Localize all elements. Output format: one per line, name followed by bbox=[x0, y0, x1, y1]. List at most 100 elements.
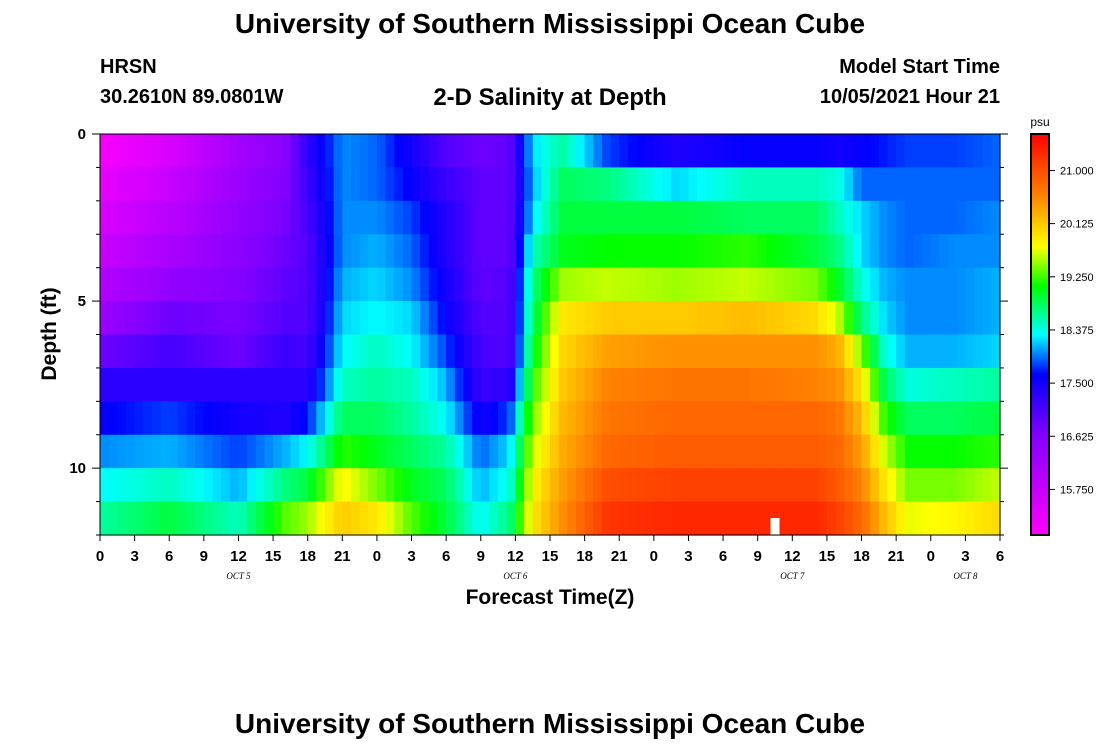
heatmap-cell bbox=[870, 234, 880, 269]
heatmap-cell bbox=[723, 401, 733, 436]
heatmap-cell bbox=[290, 334, 300, 369]
day-label: OCT 5 bbox=[226, 571, 251, 581]
x-tick-label: 3 bbox=[961, 548, 969, 565]
heatmap-cell bbox=[792, 234, 802, 269]
heatmap-cell bbox=[636, 401, 646, 436]
heatmap-cell bbox=[852, 301, 863, 336]
heatmap-cell bbox=[757, 468, 767, 503]
heatmap-cell bbox=[506, 200, 516, 235]
heatmap-cell bbox=[117, 234, 127, 269]
heatmap-cell bbox=[212, 301, 222, 336]
heatmap-cell bbox=[247, 334, 257, 369]
heatmap-cell bbox=[662, 468, 672, 503]
heatmap-cell bbox=[939, 134, 949, 169]
heatmap-cell bbox=[428, 334, 439, 369]
heatmap-cell bbox=[567, 401, 577, 436]
colorbar-gradient bbox=[1030, 133, 1050, 536]
heatmap-cell bbox=[800, 367, 811, 402]
heatmap-cell bbox=[281, 234, 291, 269]
colorbar-unit: psu bbox=[1030, 115, 1049, 129]
heatmap-cell bbox=[281, 501, 291, 536]
heatmap-cell bbox=[697, 167, 707, 202]
heatmap-cell bbox=[151, 267, 162, 302]
heatmap-cell bbox=[688, 134, 698, 169]
heatmap-cell bbox=[463, 401, 473, 436]
heatmap-cell bbox=[368, 468, 378, 503]
heatmap-cell bbox=[601, 334, 612, 369]
heatmap-cell bbox=[117, 134, 127, 169]
heatmap-cell bbox=[584, 334, 594, 369]
heatmap-cell bbox=[117, 434, 127, 469]
heatmap-cell bbox=[281, 401, 291, 436]
heatmap-cell bbox=[446, 401, 456, 436]
heatmap-cell bbox=[342, 468, 352, 503]
heatmap-cell bbox=[627, 401, 638, 436]
heatmap-cell bbox=[290, 434, 300, 469]
heatmap-cell bbox=[342, 134, 352, 169]
heatmap-cell bbox=[489, 267, 499, 302]
heatmap-cell bbox=[376, 401, 387, 436]
heatmap-cell bbox=[852, 334, 863, 369]
heatmap-cell bbox=[160, 501, 170, 536]
heatmap-cell bbox=[480, 167, 491, 202]
heatmap-cell bbox=[852, 200, 863, 235]
heatmap-cell bbox=[835, 468, 845, 503]
heatmap-cell bbox=[463, 367, 473, 402]
heatmap-cell bbox=[974, 200, 984, 235]
heatmap-cell bbox=[376, 134, 387, 169]
heatmap-cell bbox=[134, 334, 144, 369]
heatmap-cell bbox=[203, 200, 214, 235]
heatmap-cell bbox=[948, 367, 958, 402]
heatmap-cell bbox=[714, 200, 724, 235]
heatmap-cell bbox=[636, 334, 646, 369]
heatmap-cell bbox=[281, 468, 291, 503]
heatmap-cell bbox=[151, 434, 162, 469]
heatmap-cell bbox=[108, 434, 118, 469]
heatmap-cell bbox=[714, 301, 724, 336]
heatmap-cell bbox=[186, 234, 196, 269]
heatmap-cell bbox=[939, 167, 949, 202]
heatmap-cell bbox=[506, 167, 516, 202]
heatmap-cell bbox=[861, 468, 871, 503]
heatmap-cell bbox=[913, 167, 923, 202]
heatmap-cell bbox=[939, 367, 949, 402]
heatmap-cell bbox=[273, 401, 283, 436]
x-tick-label: 9 bbox=[477, 548, 485, 565]
heatmap-cell bbox=[203, 468, 214, 503]
heatmap-cell bbox=[575, 167, 586, 202]
heatmap-cell bbox=[394, 401, 404, 436]
heatmap-cell bbox=[472, 134, 482, 169]
heatmap-cell bbox=[446, 301, 456, 336]
heatmap-cell bbox=[567, 167, 577, 202]
heatmap-cell bbox=[619, 367, 629, 402]
heatmap-cell bbox=[697, 200, 707, 235]
heatmap-cell bbox=[299, 234, 309, 269]
heatmap-cell bbox=[515, 167, 525, 202]
heatmap-cell bbox=[454, 234, 465, 269]
heatmap-cell bbox=[325, 301, 335, 336]
heatmap-cell bbox=[783, 501, 793, 536]
heatmap-cell bbox=[325, 367, 335, 402]
heatmap-cell bbox=[679, 167, 690, 202]
heatmap-cell bbox=[342, 434, 352, 469]
heatmap-cell bbox=[610, 234, 620, 269]
heatmap-cell bbox=[965, 301, 975, 336]
heatmap-cell bbox=[714, 468, 724, 503]
heatmap-cell bbox=[281, 167, 291, 202]
heatmap-cell bbox=[221, 367, 231, 402]
heatmap-cell bbox=[316, 401, 326, 436]
heatmap-cell bbox=[878, 134, 889, 169]
heatmap-cell bbox=[757, 234, 767, 269]
heatmap-cell bbox=[878, 167, 889, 202]
heatmap-cell bbox=[541, 334, 551, 369]
heatmap-cell bbox=[221, 501, 231, 536]
heatmap-cell bbox=[506, 234, 516, 269]
heatmap-cell bbox=[506, 468, 516, 503]
heatmap-cell bbox=[316, 334, 326, 369]
heatmap-cell bbox=[489, 301, 499, 336]
heatmap-cell bbox=[428, 367, 439, 402]
heatmap-cell bbox=[965, 401, 975, 436]
heatmap-cell bbox=[904, 167, 915, 202]
heatmap-cell bbox=[498, 267, 508, 302]
x-tick-label: 12 bbox=[507, 548, 524, 565]
